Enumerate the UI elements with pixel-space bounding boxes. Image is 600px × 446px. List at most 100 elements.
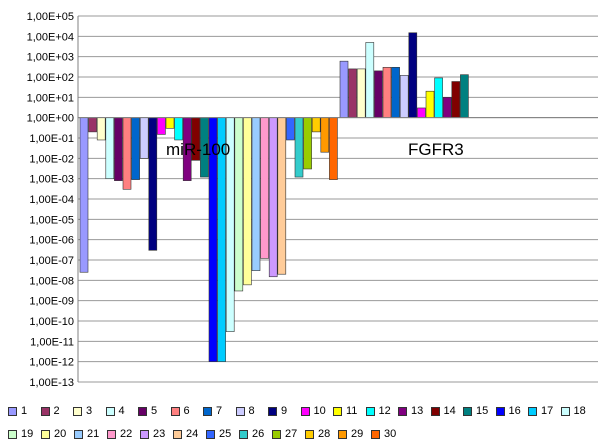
bar-12-fgfr3 [434, 77, 443, 118]
bar-3-fgfr3 [356, 68, 366, 118]
legend-swatch [495, 407, 505, 416]
bar-23-mir-100 [268, 117, 278, 278]
legend-swatch [371, 430, 380, 439]
chart-legend: 1 2 3 4 5 6 7 8 9 10 11 12 13 14 15 16 17 18 19 20 21 22 23 24… [8, 404, 598, 444]
legend-label: 25 [219, 428, 232, 440]
legend-label: 29 [351, 428, 364, 440]
bar-9-fgfr3 [408, 32, 418, 118]
legend-label: 13 [411, 405, 424, 417]
legend-swatch [528, 407, 537, 416]
y-tick-label: 1,00E-02 [29, 153, 74, 165]
legend-swatch [170, 407, 180, 416]
legend-swatch [398, 407, 407, 416]
legend-swatch [107, 430, 116, 439]
legend-label: 4 [118, 405, 125, 417]
y-tick-label: 1,00E-06 [29, 235, 74, 247]
legend-label: 10 [313, 405, 326, 417]
legend-swatch [138, 407, 147, 416]
legend-label: 28 [318, 428, 331, 440]
bar-5-mir-100 [114, 117, 123, 181]
legend-swatch [463, 407, 472, 416]
legend-label: 21 [87, 428, 100, 440]
y-tick-label: 1,00E-08 [29, 275, 74, 287]
bar-5-fgfr3 [374, 70, 383, 118]
y-tick-label: 1,00E-10 [29, 316, 74, 328]
legend-label: 1 [21, 405, 28, 417]
bar-13-fgfr3 [442, 97, 452, 118]
bar-27-mir-100 [303, 117, 312, 170]
legend-swatch [268, 407, 277, 416]
legend-swatch [40, 407, 50, 416]
bar-8-mir-100 [139, 117, 149, 159]
bar-10-fgfr3 [417, 107, 426, 118]
y-tick-label: 1,00E-09 [29, 296, 74, 308]
bar-10-mir-100 [157, 117, 166, 135]
bar-1-fgfr3 [339, 60, 349, 118]
legend-swatch [74, 430, 83, 439]
bar-2-mir-100 [88, 117, 97, 133]
legend-swatch [8, 430, 17, 439]
legend-label: 14 [443, 405, 456, 417]
legend-swatch [235, 407, 245, 416]
y-tick-label: 1,00E-12 [29, 357, 74, 369]
y-tick-label: 1,00E-11 [30, 336, 74, 348]
legend-swatch [338, 430, 347, 439]
legend-label: 17 [541, 405, 554, 417]
bar-8-fgfr3 [399, 75, 409, 118]
chart-plot: 1,00E+05 1,00E+04 1,00E+03 1,00E+02 1,00E+01… [27, 11, 598, 389]
bar-9-mir-100 [148, 117, 158, 251]
bar-30-mir-100 [329, 117, 338, 180]
legend-label: 5 [151, 405, 158, 417]
legend-swatch [105, 407, 115, 416]
legend-label: 3 [86, 405, 93, 417]
bar-28-mir-100 [311, 117, 321, 133]
legend-label: 6 [183, 405, 190, 417]
bar-12-mir-100 [174, 117, 183, 141]
legend-swatch [272, 430, 281, 439]
legend-label: 12 [378, 405, 391, 417]
bar-4-fgfr3 [365, 42, 375, 118]
legend-swatch [173, 430, 182, 439]
legend-label: 22 [120, 428, 133, 440]
y-tick-label: 1,00E-05 [29, 214, 74, 226]
bar-25-mir-100 [286, 117, 295, 141]
y-tick-label: 1,00E+05 [27, 11, 74, 23]
bar-14-fgfr3 [451, 81, 461, 118]
y-tick-label: 1,00E+03 [27, 52, 74, 64]
bar-2-fgfr3 [348, 68, 357, 118]
category-label: miR-100 [166, 140, 230, 159]
legend-label: 24 [186, 428, 199, 440]
legend-label: 30 [384, 428, 397, 440]
bar-15-fgfr3 [460, 74, 469, 118]
bar-24-mir-100 [277, 117, 287, 275]
legend-label: 9 [281, 405, 288, 417]
bar-7-mir-100 [131, 117, 140, 180]
y-tick-label: 1,00E-04 [29, 194, 74, 206]
legend-label: 19 [21, 428, 34, 440]
legend-swatch [333, 407, 342, 416]
legend-swatch [365, 407, 375, 416]
bar-21-mir-100 [251, 117, 261, 271]
bar-22-mir-100 [260, 117, 269, 259]
legend-label: 23 [153, 428, 166, 440]
legend-label: 15 [476, 405, 489, 417]
bar-6-mir-100 [122, 117, 132, 190]
bar-3-mir-100 [96, 117, 106, 141]
bar-4-mir-100 [105, 117, 115, 179]
legend-swatch [140, 430, 149, 439]
bar-1-mir-100 [79, 117, 89, 273]
legend-label: 20 [54, 428, 67, 440]
y-tick-label: 1,00E-13 [29, 377, 74, 389]
legend-swatch [305, 430, 314, 439]
legend-swatch [560, 407, 570, 416]
legend-swatch [206, 430, 215, 439]
legend-label: 8 [248, 405, 255, 417]
y-tick-label: 1,00E+04 [27, 31, 74, 43]
bar-11-mir-100 [165, 117, 175, 129]
bar-11-fgfr3 [425, 90, 435, 118]
legend-swatch [203, 407, 212, 416]
bar-20-mir-100 [243, 117, 252, 286]
legend-label: 18 [573, 405, 586, 417]
category-label: FGFR3 [408, 140, 464, 159]
bar-6-fgfr3 [382, 66, 392, 118]
